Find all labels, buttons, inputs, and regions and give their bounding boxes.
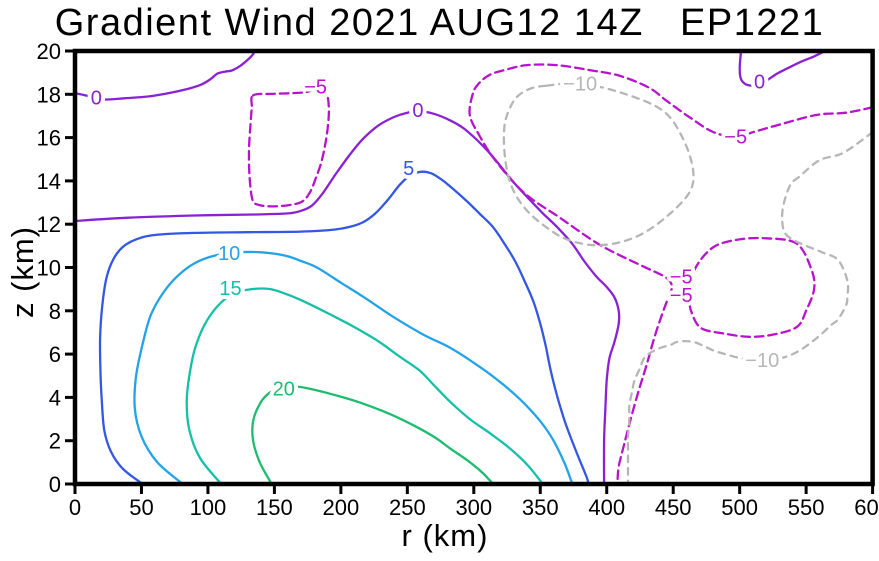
contour-line-level--5 <box>687 236 816 338</box>
plot-frame <box>72 48 875 487</box>
x-tick-label: 300 <box>455 495 492 520</box>
contour-line-level-0 <box>73 49 256 101</box>
contour-label-level-10: 10 <box>218 243 240 265</box>
x-tick-label: 0 <box>69 495 81 520</box>
y-axis-label: z (km) <box>5 225 40 319</box>
contour-line-level-0 <box>738 49 826 87</box>
contour-label-level-0: 0 <box>754 71 765 93</box>
contour-line-level-0 <box>73 110 621 486</box>
contour-label-level--5: −5 <box>670 267 693 289</box>
contour-line-level--10 <box>502 82 695 247</box>
x-tick-label: 50 <box>129 495 153 520</box>
contour-line-level--10 <box>626 131 874 486</box>
y-tick-label: 0 <box>49 472 61 497</box>
contour-label-level--10: −10 <box>563 73 597 95</box>
contour-line-level-15 <box>185 287 543 486</box>
contour-label-level--5: −5 <box>304 77 327 99</box>
contour-line-level-5 <box>98 170 590 486</box>
x-tick-label: 550 <box>788 495 825 520</box>
contour-label-level--10: −10 <box>745 350 779 372</box>
x-tick-label: 600 <box>854 495 879 520</box>
y-tick-label: 8 <box>49 299 61 324</box>
contour-line-level--5 <box>247 87 331 208</box>
y-tick-label: 12 <box>37 212 61 237</box>
contour-line-level--5 <box>468 63 874 486</box>
x-tick-label: 150 <box>256 495 293 520</box>
x-tick-label: 200 <box>323 495 360 520</box>
chart-title: Gradient Wind 2021 AUG12 14Z EP1221 <box>54 2 825 44</box>
contour-label-level-20: 20 <box>273 378 295 400</box>
contour-label-level-5: 5 <box>403 158 414 180</box>
contour-label-level-0: 0 <box>412 100 423 122</box>
y-tick-label: 6 <box>49 342 61 367</box>
contour-label-level-0: 0 <box>91 88 102 110</box>
y-tick-label: 16 <box>37 126 61 151</box>
contour-label-level--5: −5 <box>724 127 747 149</box>
contour-label-level--5: −5 <box>670 285 693 307</box>
x-tick-label: 250 <box>389 495 426 520</box>
y-tick-label: 18 <box>37 82 61 107</box>
axis-ticks: 0501001502002503003504004505005506000246… <box>37 39 879 520</box>
x-tick-label: 400 <box>588 495 625 520</box>
contour-label-level-15: 15 <box>219 278 241 300</box>
y-tick-label: 20 <box>37 39 61 64</box>
x-tick-label: 100 <box>190 495 227 520</box>
x-tick-label: 350 <box>522 495 559 520</box>
x-axis-label: r (km) <box>401 518 489 553</box>
contour-lines <box>73 49 874 486</box>
x-tick-label: 500 <box>721 495 758 520</box>
x-tick-label: 450 <box>655 495 692 520</box>
contour-line-level-10 <box>133 250 574 486</box>
y-tick-label: 10 <box>37 256 61 281</box>
y-tick-label: 14 <box>37 169 61 194</box>
y-tick-label: 2 <box>49 429 61 454</box>
contour-line-level-20 <box>251 385 494 486</box>
y-tick-label: 4 <box>49 385 61 410</box>
